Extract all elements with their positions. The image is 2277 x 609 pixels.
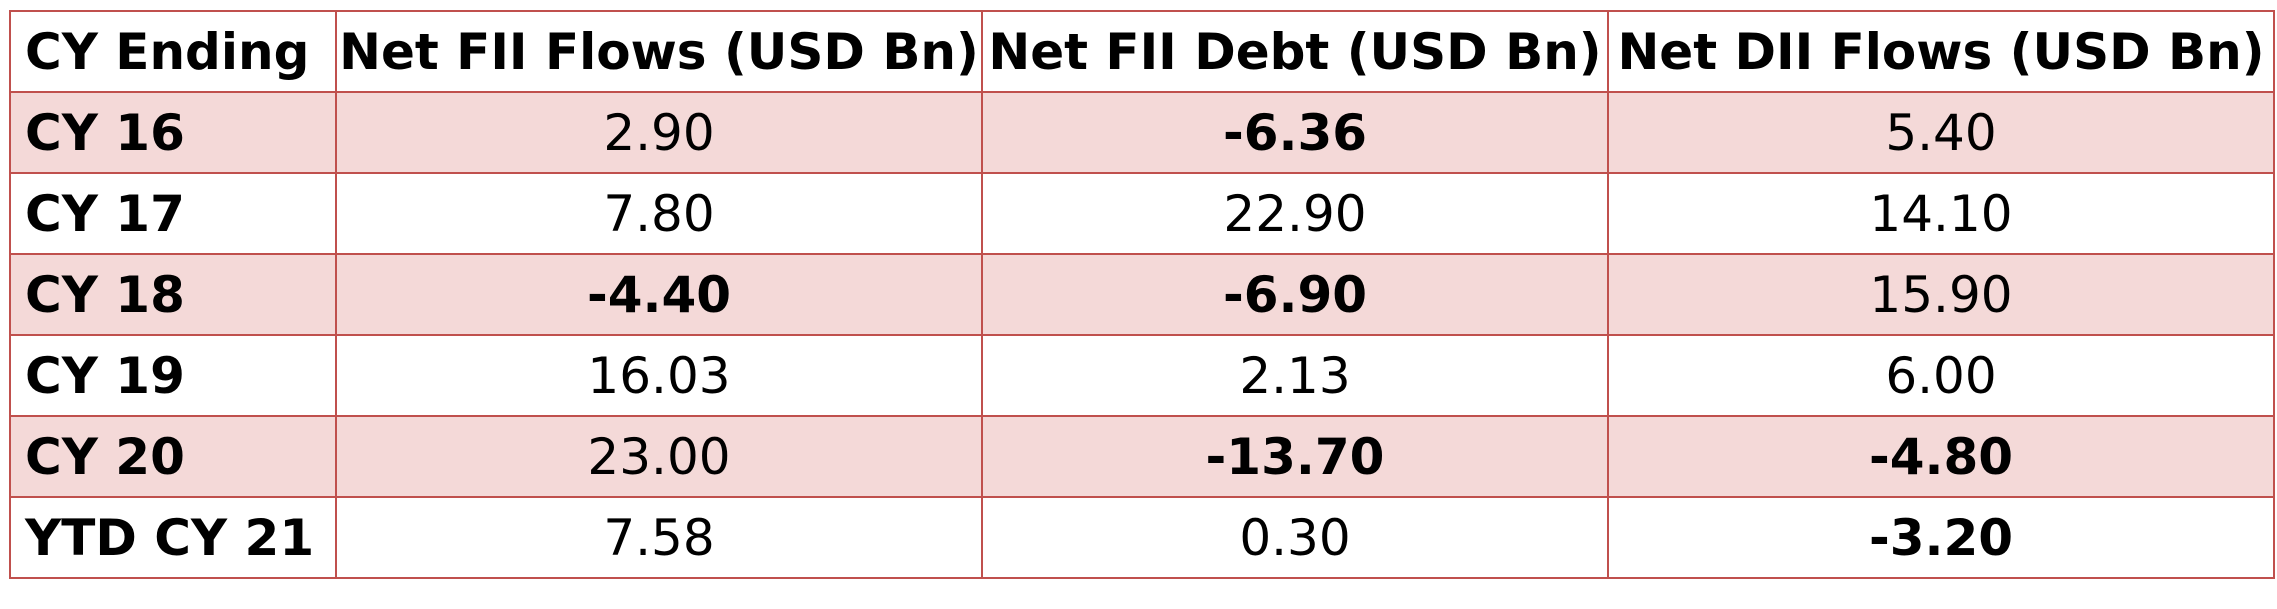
net-fii-debt-cell: -13.70	[981, 415, 1609, 498]
net-dii-flows-cell: 6.00	[1607, 334, 2275, 417]
net-dii-flows-cell: 15.90	[1607, 253, 2275, 336]
header-net-fii-flows: Net FII Flows (USD Bn)	[335, 10, 983, 93]
net-fii-debt-cell: 2.13	[981, 334, 1609, 417]
header-cy-ending: CY Ending	[9, 10, 337, 93]
row-label: CY 19	[9, 334, 337, 417]
net-fii-debt-cell: 22.90	[981, 172, 1609, 255]
header-net-dii-flows: Net DII Flows (USD Bn)	[1607, 10, 2275, 93]
net-fii-debt-cell: 0.30	[981, 496, 1609, 579]
net-fii-flows-cell: -4.40	[335, 253, 983, 336]
net-fii-flows-cell: 7.80	[335, 172, 983, 255]
table-row: CY 17 7.80 22.90 14.10	[9, 172, 2275, 255]
net-fii-flows-cell: 16.03	[335, 334, 983, 417]
table-row: YTD CY 21 7.58 0.30 -3.20	[9, 496, 2275, 579]
flows-table: CY Ending Net FII Flows (USD Bn) Net FII…	[9, 10, 2275, 579]
row-label: CY 18	[9, 253, 337, 336]
net-dii-flows-cell: -4.80	[1607, 415, 2275, 498]
net-dii-flows-cell: -3.20	[1607, 496, 2275, 579]
flows-table-container: CY Ending Net FII Flows (USD Bn) Net FII…	[9, 10, 2275, 579]
header-row: CY Ending Net FII Flows (USD Bn) Net FII…	[9, 10, 2275, 93]
net-fii-flows-cell: 23.00	[335, 415, 983, 498]
row-label: CY 17	[9, 172, 337, 255]
net-fii-flows-cell: 7.58	[335, 496, 983, 579]
header-net-fii-debt: Net FII Debt (USD Bn)	[981, 10, 1609, 93]
net-fii-flows-cell: 2.90	[335, 91, 983, 174]
net-dii-flows-cell: 14.10	[1607, 172, 2275, 255]
net-fii-debt-cell: -6.90	[981, 253, 1609, 336]
table-row: CY 19 16.03 2.13 6.00	[9, 334, 2275, 417]
row-label: CY 20	[9, 415, 337, 498]
net-dii-flows-cell: 5.40	[1607, 91, 2275, 174]
net-fii-debt-cell: -6.36	[981, 91, 1609, 174]
table-row: CY 18 -4.40 -6.90 15.90	[9, 253, 2275, 336]
row-label: YTD CY 21	[9, 496, 337, 579]
row-label: CY 16	[9, 91, 337, 174]
table-row: CY 16 2.90 -6.36 5.40	[9, 91, 2275, 174]
table-row: CY 20 23.00 -13.70 -4.80	[9, 415, 2275, 498]
